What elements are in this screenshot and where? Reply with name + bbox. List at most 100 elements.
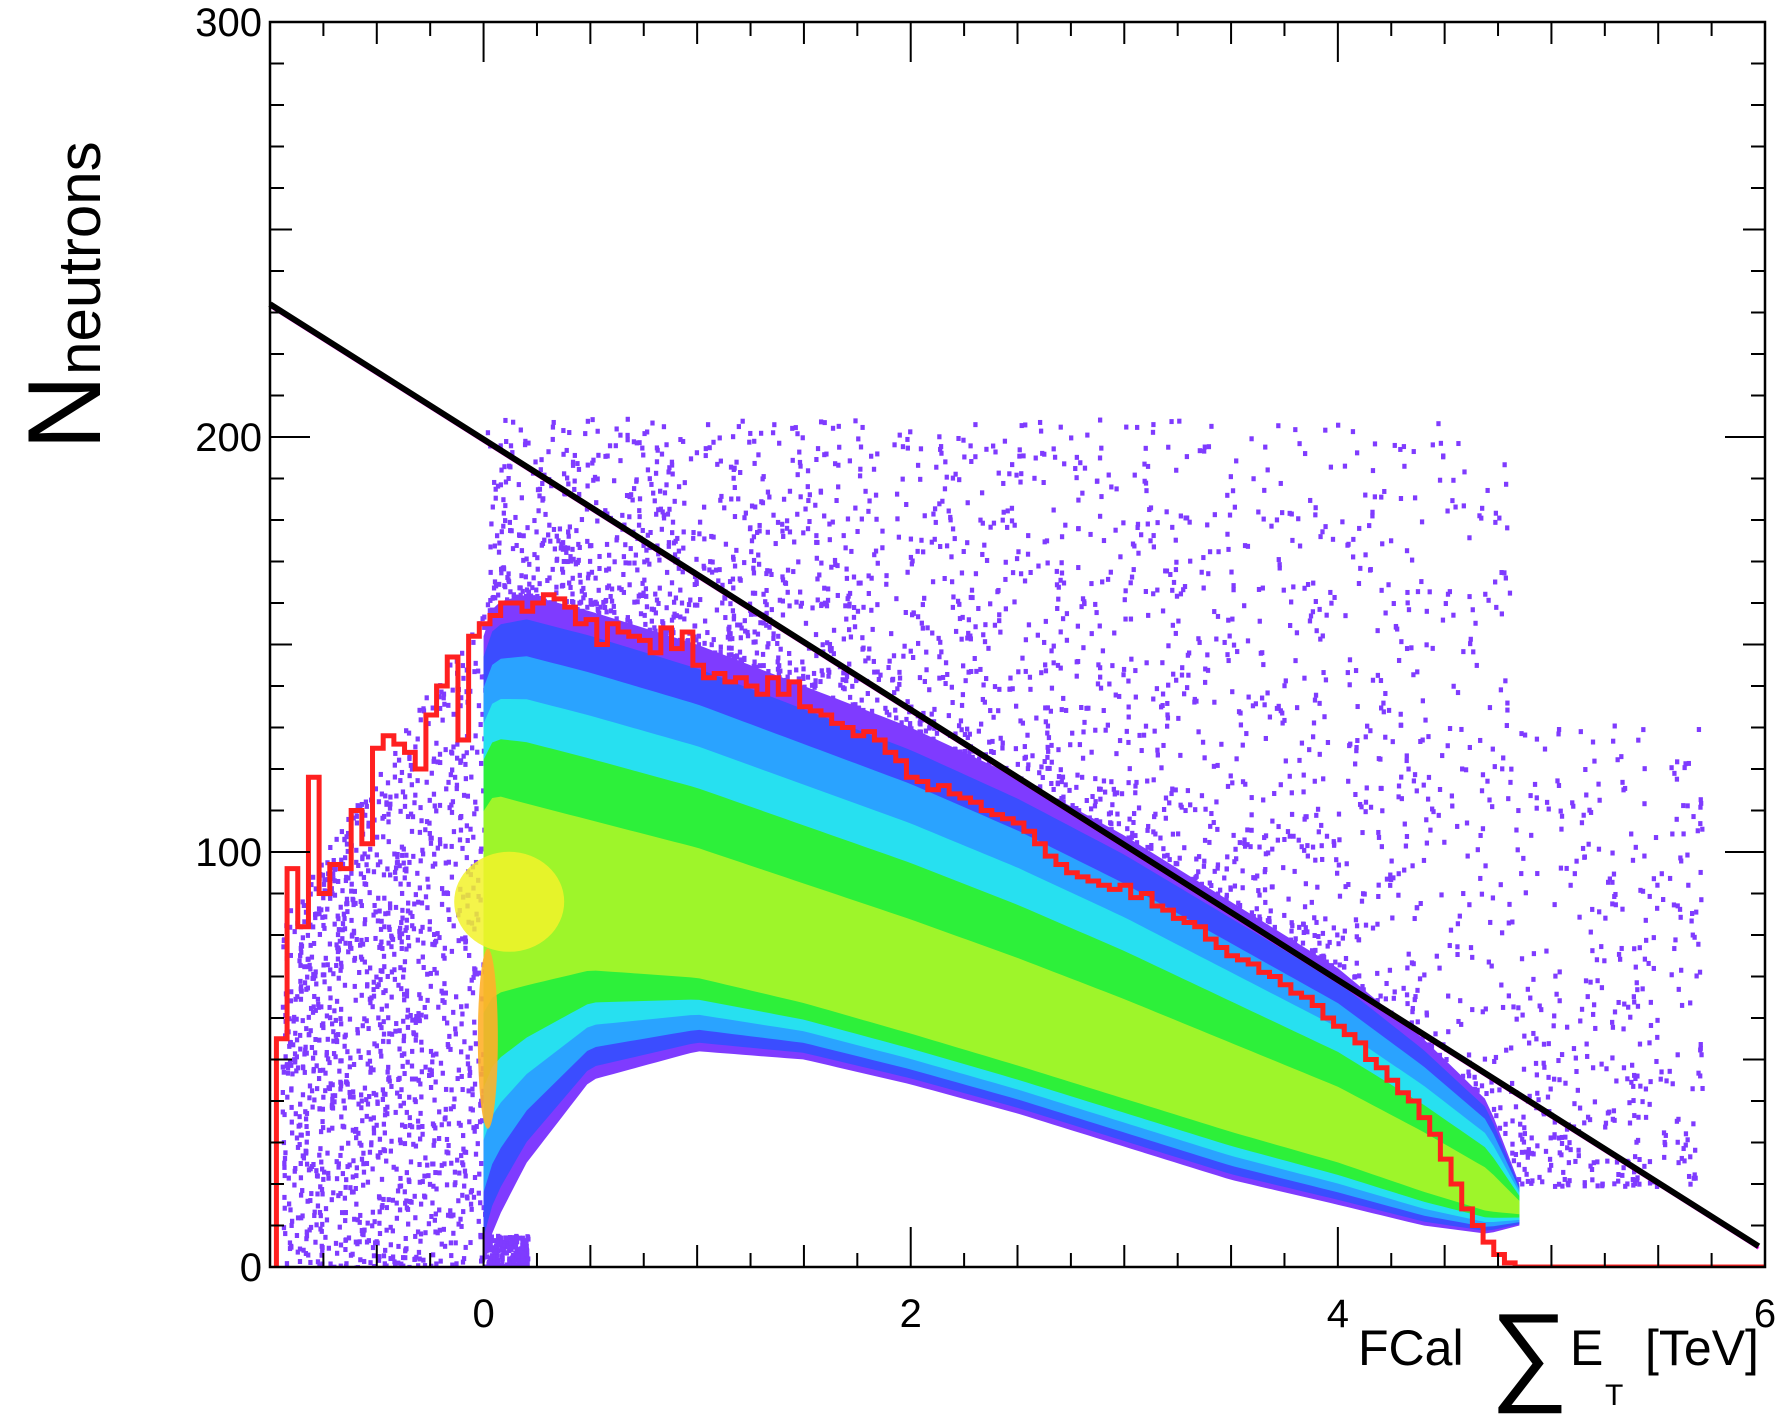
scatter-cell [1097, 417, 1103, 423]
scatter-cell [727, 630, 732, 636]
scatter-cell [1301, 789, 1306, 795]
scatter-cell [1327, 939, 1332, 945]
scatter-cell [416, 1249, 422, 1255]
scatter-cell [352, 955, 358, 961]
scatter-cell [479, 674, 485, 680]
scatter-cell [754, 650, 760, 656]
scatter-cell [991, 714, 996, 720]
scatter-cell [1698, 1047, 1703, 1053]
scatter-cell [627, 619, 632, 625]
scatter-cell [1305, 843, 1310, 849]
scatter-cell [459, 1004, 464, 1010]
scatter-cell [1347, 682, 1352, 688]
scatter-cell [1509, 1045, 1514, 1051]
scatter-cell [1227, 633, 1232, 639]
scatter-cell [335, 956, 341, 962]
scatter-cell [1663, 1132, 1668, 1138]
scatter-cell [387, 1031, 392, 1037]
scatter-cell [866, 591, 871, 596]
scatter-cell [1026, 622, 1032, 628]
scatter-cell [659, 526, 664, 532]
scatter-cell [1207, 549, 1213, 555]
scatter-cell [1530, 1178, 1535, 1184]
scatter-cell [855, 528, 860, 534]
scatter-cell [1356, 937, 1361, 943]
scatter-cell [1133, 833, 1138, 839]
scatter-cell [1625, 1076, 1630, 1082]
scatter-cell [567, 580, 572, 586]
x-tick-label: 0 [472, 1292, 494, 1336]
scatter-cell [672, 498, 677, 504]
scatter-cell [798, 589, 803, 595]
scatter-cell [381, 1019, 386, 1025]
scatter-cell [448, 1240, 454, 1246]
scatter-cell [435, 1230, 440, 1236]
scatter-cell [497, 540, 502, 546]
scatter-cell [956, 435, 961, 441]
scatter-cell [880, 545, 885, 551]
scatter-cell [1320, 856, 1325, 862]
scatter-cell [404, 728, 409, 734]
scatter-cell [613, 443, 618, 449]
scatter-cell [1316, 829, 1321, 835]
scatter-cell [357, 1140, 362, 1146]
scatter-cell [551, 419, 556, 425]
scatter-cell [595, 518, 600, 524]
scatter-cell [968, 443, 973, 449]
scatter-cell [1136, 550, 1141, 556]
scatter-cell [1669, 765, 1674, 771]
scatter-cell [638, 611, 644, 617]
scatter-cell [1145, 844, 1150, 850]
scatter-cell [1320, 633, 1325, 639]
scatter-cell [458, 758, 464, 764]
scatter-cell [308, 1005, 314, 1011]
scatter-cell [1244, 731, 1249, 737]
scatter-cell [343, 1184, 348, 1190]
scatter-cell [1690, 1086, 1695, 1092]
scatter-cell [1045, 765, 1050, 771]
scatter-cell [320, 1106, 325, 1112]
scatter-cell [760, 651, 766, 657]
scatter-cell [1402, 821, 1407, 827]
scatter-cell [1242, 603, 1247, 609]
scatter-cell [285, 1094, 290, 1100]
scatter-cell [1201, 585, 1206, 591]
scatter-cell [1637, 1041, 1643, 1047]
scatter-cell [1603, 915, 1608, 921]
scatter-cell [1372, 494, 1378, 500]
scatter-cell [426, 1221, 432, 1227]
scatter-cell [658, 506, 664, 512]
scatter-cell [596, 607, 601, 613]
scatter-cell [1579, 1006, 1585, 1012]
scatter-cell [1468, 636, 1473, 642]
scatter-cell [1215, 826, 1220, 832]
scatter-cell [542, 537, 547, 543]
scatter-cell [405, 1059, 410, 1065]
scatter-cell [472, 970, 477, 976]
scatter-cell [523, 438, 528, 444]
scatter-cell [469, 1188, 475, 1194]
scatter-cell [1522, 732, 1528, 738]
scatter-cell [861, 604, 866, 610]
scatter-cell [404, 946, 409, 952]
scatter-cell [415, 937, 420, 943]
scatter-cell [830, 425, 836, 431]
scatter-cell [437, 1227, 442, 1233]
scatter-cell [1521, 1066, 1527, 1072]
scatter-cell [293, 1166, 298, 1171]
scatter-cell [1582, 1183, 1587, 1189]
scatter-cell [1555, 778, 1560, 784]
scatter-cell [463, 1244, 468, 1250]
scatter-cell [1404, 753, 1409, 759]
scatter-cell [1345, 542, 1350, 548]
scatter-cell [1206, 571, 1211, 577]
scatter-cell [303, 1251, 309, 1256]
scatter-cell [313, 973, 318, 979]
scatter-cell [446, 907, 451, 913]
scatter-cell [847, 603, 852, 609]
scatter-cell [702, 640, 707, 646]
scatter-cell [364, 1097, 369, 1103]
scatter-cell [671, 614, 676, 620]
scatter-cell [1158, 835, 1163, 841]
scatter-cell [1023, 422, 1028, 428]
